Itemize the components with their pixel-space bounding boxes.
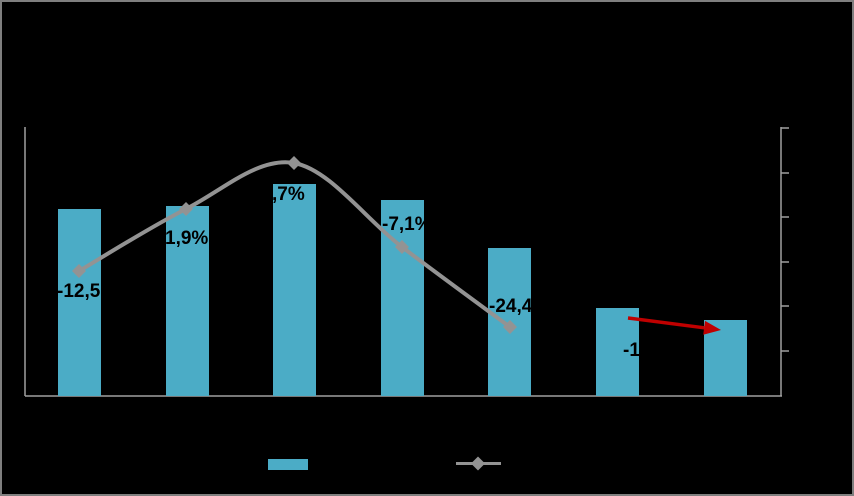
data-label: -12,5 — [57, 281, 101, 302]
data-label: -7,1% — [382, 214, 432, 235]
data-label: -1 — [623, 340, 640, 361]
line-marker-diamond-icon — [503, 320, 517, 334]
red-arrow-shaft — [627, 316, 705, 330]
data-label: 1,9% — [165, 228, 208, 249]
legend-diamond-icon — [471, 456, 485, 471]
red-arrow-head-icon — [703, 320, 721, 335]
line-marker-diamond-icon — [179, 202, 193, 216]
bar — [273, 184, 316, 396]
bar — [58, 209, 101, 396]
line-marker-diamond-icon — [395, 240, 409, 254]
bar — [381, 200, 424, 396]
data-label: -24,4 — [489, 296, 533, 317]
legend-bar-swatch — [268, 459, 308, 470]
line-marker-diamond-icon — [72, 264, 86, 278]
bar — [166, 206, 209, 396]
bar — [704, 320, 747, 396]
data-label: ,7% — [272, 184, 305, 205]
bar — [596, 308, 639, 396]
line-marker-diamond-icon — [287, 156, 301, 170]
